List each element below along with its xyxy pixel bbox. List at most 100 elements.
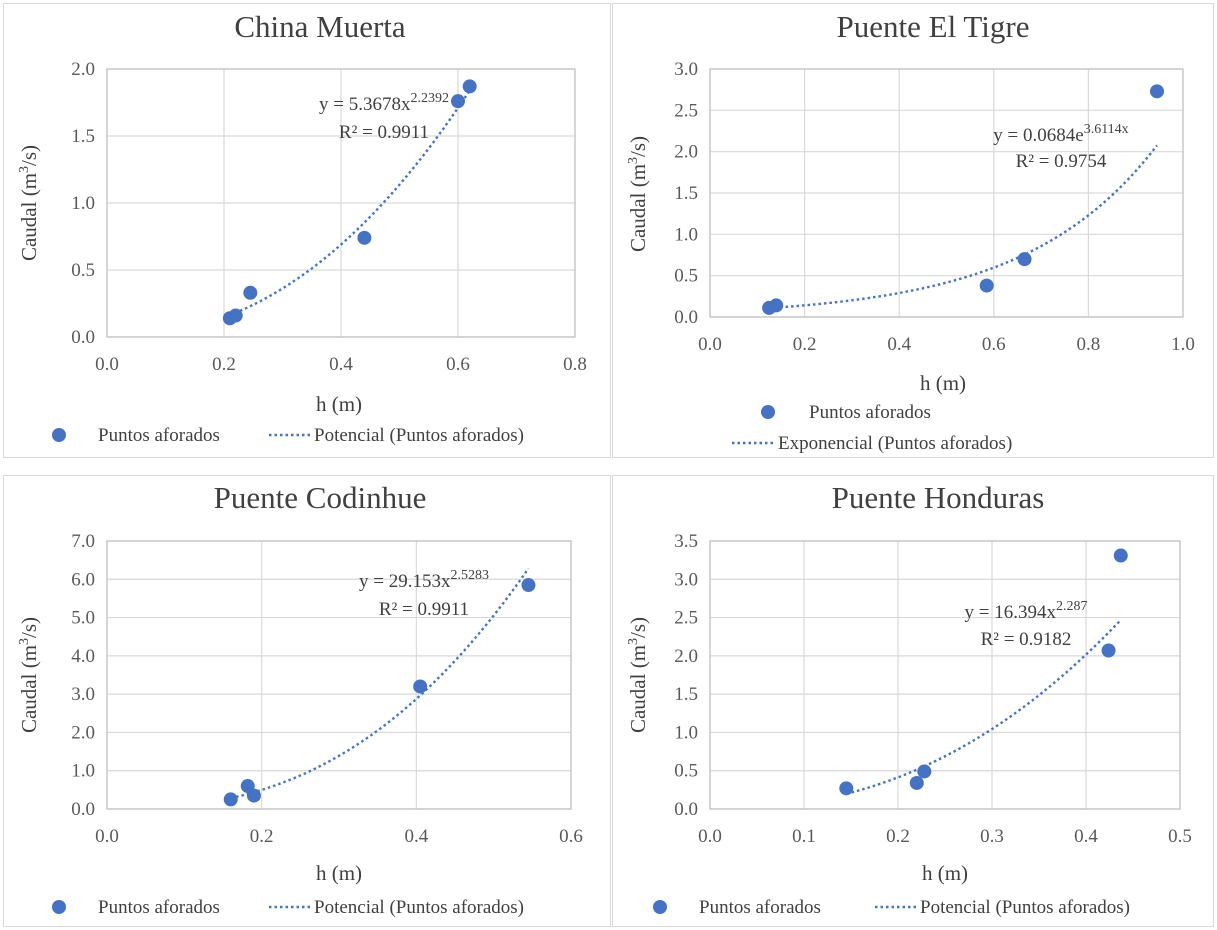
legend-marker-icon: [761, 405, 775, 419]
plot-area-border: [709, 540, 1181, 810]
legend: Puntos aforados Potencial (Puntos aforado…: [52, 897, 524, 918]
chart-panel-puente-el-tigre: 0.0 0.2 0.4 0.6 0.8 1.0 0.0 0.5 1.0 1.5 2.0 2.5 3.0 P…: [612, 3, 1214, 458]
y-axis-label-superscript: 3: [17, 166, 32, 173]
data-point: [1101, 643, 1116, 658]
data-point: [917, 764, 932, 779]
plot-area-border: [709, 68, 1184, 318]
data-point: [462, 79, 477, 94]
x-tick-label: 0.0: [95, 354, 119, 375]
y-tick-label: 1.5: [71, 126, 95, 147]
chart-panel-china-muerta: 0.0 0.2 0.4 0.6 0.8 0.0 0.5 1.0 1.5 2.0 China Muer…: [3, 3, 611, 458]
chart-title: Puente Codinhue: [214, 480, 427, 515]
trendline: [230, 567, 530, 800]
y-axis-label-suffix: /s): [626, 136, 650, 157]
data-point: [1113, 548, 1128, 563]
x-tick-label: 0.2: [250, 826, 274, 847]
y-tick-label: 2.0: [674, 646, 698, 667]
chart-puente-el-tigre: 0.0 0.2 0.4 0.6 0.8 1.0 0.0 0.5 1.0 1.5 2.0 2.5 3.0 P…: [626, 9, 1195, 454]
trendline-r-squared: R² = 0.9182: [981, 629, 1072, 650]
y-tick-label: 0.0: [674, 799, 698, 820]
y-axis-label-prefix: Caudal (m: [626, 164, 650, 252]
trendline-equation-exponent: 2.287: [1056, 599, 1088, 614]
x-tick-label: 0.0: [95, 826, 119, 847]
x-tick-label: 0.2: [793, 334, 817, 355]
chart-puente-honduras: 0.0 0.1 0.2 0.3 0.4 0.5 0.0 0.5 1.0 1.5 2.0 2.5 3.0 3…: [626, 480, 1192, 918]
y-axis-label: Caudal (m3/s): [17, 617, 41, 733]
legend-label-points: Puntos aforados: [98, 897, 220, 918]
y-tick-label: 1.0: [71, 761, 95, 782]
trendline-equation-base: y = 16.394x: [965, 602, 1057, 623]
y-tick-label: 5.0: [71, 608, 95, 629]
y-axis-label: Caudal (m3/s): [17, 145, 41, 261]
y-tick-label: 3.0: [674, 569, 698, 590]
trendline-equation-exponent: 2.2392: [410, 91, 449, 106]
trendline: [845, 619, 1122, 796]
x-tick-label: 0.3: [980, 826, 1004, 847]
trendline-r-squared: R² = 0.9911: [379, 599, 469, 620]
trendline-r-squared: R² = 0.9754: [1016, 151, 1107, 172]
y-tick-label: 2.5: [674, 100, 698, 121]
y-tick-label: 3.5: [674, 531, 698, 552]
chart-title: Puente El Tigre: [837, 9, 1030, 44]
data-point: [228, 308, 243, 323]
trendline-equation-base: y = 29.153x: [359, 571, 451, 592]
chart-china-muerta: 0.0 0.2 0.4 0.6 0.8 0.0 0.5 1.0 1.5 2.0 China Muer…: [17, 9, 587, 446]
legend-label-trendline: Potencial (Puntos aforados): [920, 897, 1130, 918]
x-axis-label: h (m): [316, 392, 362, 416]
plot-area-border: [106, 540, 572, 810]
y-axis-label-suffix: /s): [17, 617, 41, 638]
trendline-equation: y = 0.0684e3.6114x: [993, 122, 1128, 146]
legend-marker-icon: [653, 900, 667, 914]
y-tick-label: 6.0: [71, 569, 95, 590]
legend-label-points: Puntos aforados: [809, 402, 931, 423]
data-point: [1149, 84, 1164, 99]
data-point: [521, 578, 536, 593]
chart-puente-codinhue: 0.0 0.2 0.4 0.6 0.0 1.0 2.0 3.0 4.0 5.0 6.0 7.0 Puen…: [17, 480, 583, 918]
y-tick-label: 2.0: [71, 59, 95, 80]
x-tick-label: 0.4: [404, 826, 428, 847]
y-tick-label: 4.0: [71, 646, 95, 667]
y-tick-label: 0.5: [674, 266, 698, 287]
y-tick-label: 1.0: [71, 193, 95, 214]
data-point: [357, 230, 372, 245]
legend-label-trendline: Potencial (Puntos aforados): [314, 897, 524, 918]
y-tick-label: 2.0: [71, 722, 95, 743]
y-tick-label: 3.0: [71, 684, 95, 705]
x-tick-label: 0.5: [1168, 826, 1192, 847]
x-tick-label: 0.6: [982, 334, 1006, 355]
data-point: [243, 285, 258, 300]
data-point: [246, 788, 261, 803]
y-axis-label-prefix: Caudal (m: [626, 645, 650, 733]
trendline: [769, 144, 1158, 310]
legend-marker-icon: [52, 428, 66, 442]
x-tick-label: 0.1: [792, 826, 816, 847]
y-tick-label: 1.5: [674, 684, 698, 705]
data-point: [223, 792, 238, 807]
trendline-equation-base: y = 5.3678x: [319, 94, 411, 115]
trendline-equation-exponent: 3.6114x: [1084, 122, 1129, 137]
y-tick-label: 3.0: [674, 59, 698, 80]
trendline-equation: y = 16.394x2.287: [965, 599, 1088, 623]
data-point: [839, 781, 854, 796]
chart-title: Puente Honduras: [832, 480, 1045, 515]
x-tick-label: 0.4: [887, 334, 911, 355]
y-tick-label: 2.5: [674, 608, 698, 629]
y-axis-label-prefix: Caudal (m: [17, 173, 41, 261]
trendline-equation-exponent: 2.5283: [450, 568, 489, 583]
trendline-equation-base: y = 0.0684e: [993, 125, 1083, 146]
y-axis-label-superscript: 3: [626, 157, 641, 164]
y-axis-label-superscript: 3: [17, 638, 32, 645]
y-tick-label: 2.0: [674, 142, 698, 163]
chart-panel-puente-honduras: 0.0 0.1 0.2 0.3 0.4 0.5 0.0 0.5 1.0 1.5 2.0 2.5 3.0 3…: [612, 475, 1214, 927]
y-tick-label: 7.0: [71, 531, 95, 552]
legend-label-trendline: Potencial (Puntos aforados): [314, 425, 524, 446]
chart-title: China Muerta: [234, 9, 406, 44]
y-tick-label: 0.0: [71, 327, 95, 348]
trendline: [229, 89, 471, 317]
trendline-equation: y = 29.153x2.5283: [359, 568, 489, 592]
x-tick-label: 0.4: [1074, 826, 1098, 847]
y-tick-label: 0.0: [71, 799, 95, 820]
legend: Puntos aforados Potencial (Puntos aforado…: [52, 425, 524, 446]
x-tick-label: 0.0: [698, 826, 722, 847]
legend-label-trendline: Exponencial (Puntos aforados): [778, 433, 1012, 454]
